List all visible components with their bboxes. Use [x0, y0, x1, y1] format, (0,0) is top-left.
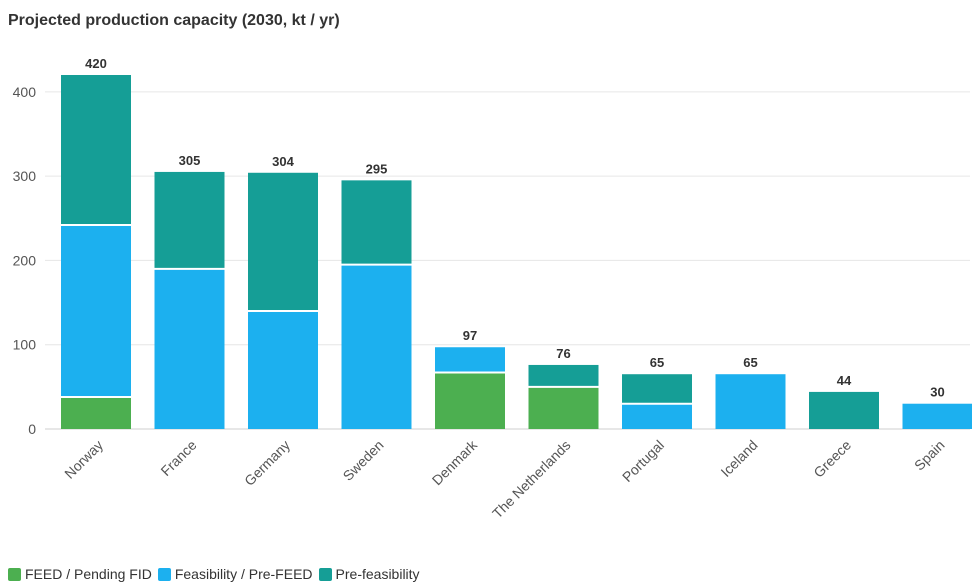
x-tick-label: The Netherlands	[489, 437, 574, 522]
legend-swatch-pre-feasibility	[318, 567, 332, 581]
legend: FEED / Pending FID Feasibility / Pre-FEE…	[8, 566, 426, 582]
x-tick-label: Norway	[61, 437, 106, 482]
bars	[61, 75, 972, 429]
bar-segment-pre-feasibility[interactable]	[154, 171, 225, 269]
bar-segment-feasibility[interactable]	[622, 403, 692, 429]
total-label: 304	[272, 154, 294, 169]
total-label: 76	[556, 346, 570, 361]
bar-segment-feasibility[interactable]	[61, 225, 131, 397]
total-label: 97	[463, 328, 477, 343]
bar-segment-feed[interactable]	[61, 396, 131, 429]
total-label: 65	[743, 355, 757, 370]
bar-segment-pre-feasibility[interactable]	[61, 75, 131, 226]
x-tick-label: Germany	[241, 437, 293, 489]
bar-segment-feasibility[interactable]	[902, 403, 972, 429]
x-tick-label: Spain	[911, 437, 948, 474]
total-label: 30	[930, 385, 944, 400]
x-tick-label: France	[157, 437, 199, 479]
bar-segment-pre-feasibility[interactable]	[341, 180, 412, 265]
total-label: 295	[366, 161, 388, 176]
y-axis: 0 100 200 300 400	[13, 84, 37, 437]
total-label: 65	[650, 355, 664, 370]
bar-segment-pre-feasibility[interactable]	[622, 374, 692, 404]
x-axis: Norway France Germany Sweden Denmark The Neth…	[61, 436, 947, 521]
total-label: 420	[85, 56, 107, 71]
legend-swatch-feed	[8, 567, 21, 581]
bar-segment-pre-feasibility[interactable]	[809, 391, 879, 429]
bar-segment-pre-feasibility[interactable]	[528, 364, 599, 387]
legend-item-feed[interactable]: FEED / Pending FID	[8, 566, 152, 582]
bar-segment-feasibility[interactable]	[435, 347, 505, 373]
bar-segment-feasibility[interactable]	[154, 268, 225, 429]
chart-title: Projected production capacity (2030, kt …	[8, 12, 340, 29]
legend-item-pre-feasibility[interactable]: Pre-feasibility	[318, 566, 420, 582]
y-tick-label: 400	[13, 84, 37, 100]
x-tick-label: Iceland	[717, 437, 760, 480]
bar-segment-feasibility[interactable]	[248, 311, 318, 429]
total-label: 305	[179, 153, 201, 168]
x-tick-label: Greece	[810, 437, 854, 481]
total-labels: 420 305 304 295 97 76 65 65 44 30	[85, 56, 945, 400]
bar-segment-feed[interactable]	[528, 386, 599, 429]
x-tick-label: Portugal	[619, 437, 667, 485]
x-tick-label: Sweden	[340, 437, 387, 484]
legend-label-feasibility: Feasibility / Pre-FEED	[174, 566, 313, 582]
y-tick-label: 200	[13, 252, 37, 268]
x-tick-label: Denmark	[429, 436, 481, 488]
legend-item-feasibility[interactable]: Feasibility / Pre-FEED	[157, 566, 313, 582]
total-label: 44	[837, 373, 852, 388]
y-tick-label: 300	[13, 168, 37, 184]
legend-label-pre-feasibility: Pre-feasibility	[335, 566, 420, 582]
y-tick-label: 100	[13, 337, 37, 353]
bar-segment-pre-feasibility[interactable]	[248, 172, 318, 311]
legend-label-feed: FEED / Pending FID	[25, 566, 152, 582]
y-tick-label: 0	[28, 421, 36, 437]
bar-segment-feasibility[interactable]	[715, 374, 786, 429]
legend-swatch-feasibility	[157, 567, 171, 581]
bar-segment-feed[interactable]	[435, 372, 505, 429]
bar-segment-feasibility[interactable]	[341, 264, 412, 429]
